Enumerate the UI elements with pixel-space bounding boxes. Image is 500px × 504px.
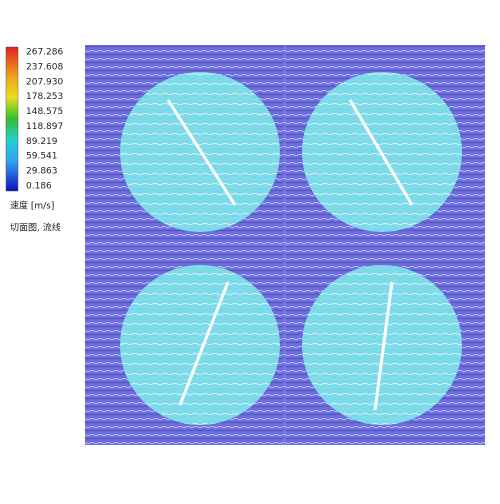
legend-tick-label: 29.863 xyxy=(26,167,58,177)
legend-tick-label: 148.575 xyxy=(26,107,63,117)
legend-title: 速度 [m/s] xyxy=(10,200,54,212)
legend-tick-label: 178.253 xyxy=(26,92,63,102)
legend-tick-label: 237.608 xyxy=(26,62,63,72)
legend-tick-label: 118.897 xyxy=(26,122,63,132)
legend-tick-label: 0.186 xyxy=(26,182,52,192)
legend-subtitle: 切面图, 流线 xyxy=(10,222,61,234)
rotor xyxy=(302,265,462,425)
colorbar xyxy=(5,46,19,192)
flow-field xyxy=(85,45,485,445)
legend-tick-label: 207.930 xyxy=(26,77,63,87)
legend: 速度 [m/s] 切面图, 流线 267.286 237.608 207.930 17… xyxy=(10,48,63,234)
rotor xyxy=(120,265,280,425)
legend-tick-label: 267.286 xyxy=(26,48,63,58)
legend-tick-label: 59.541 xyxy=(26,152,58,162)
rotor xyxy=(120,72,280,232)
rotor xyxy=(302,72,462,232)
legend-tick-label: 89.219 xyxy=(26,137,58,147)
